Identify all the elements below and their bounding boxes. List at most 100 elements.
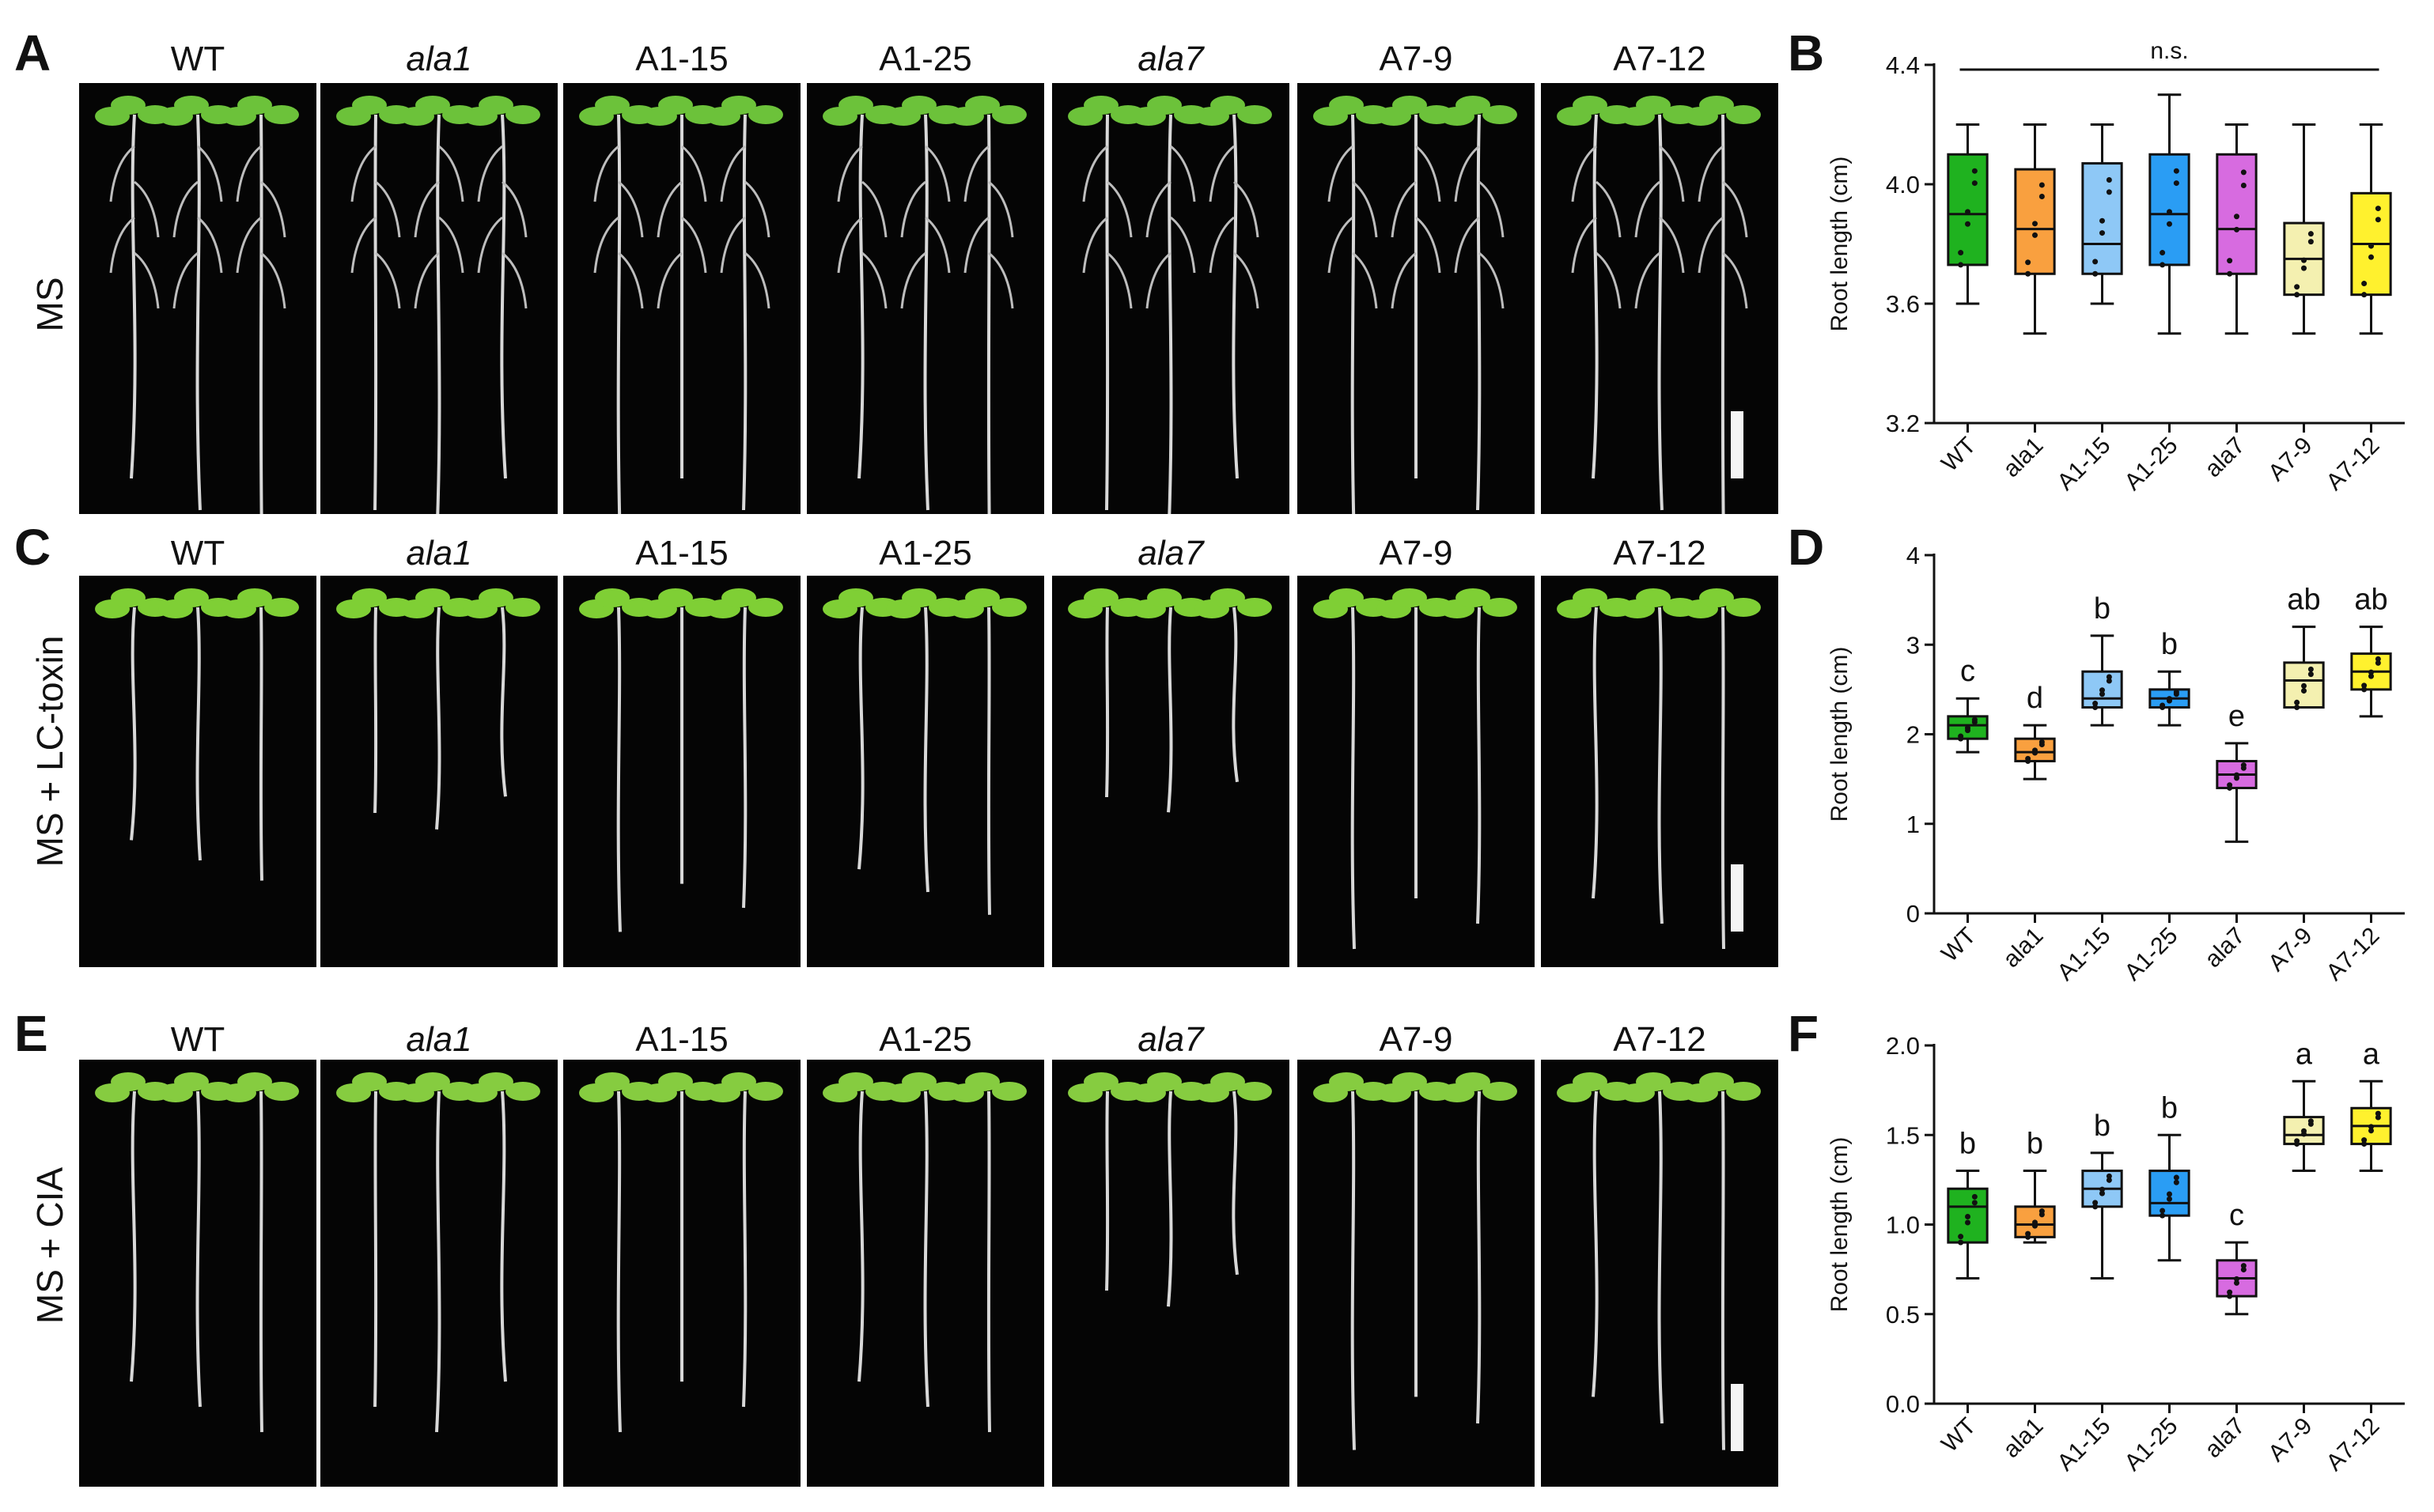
y-tick-label: 1.0	[1886, 1211, 1920, 1239]
data-point	[2173, 689, 2179, 695]
scale-bar	[1731, 864, 1743, 932]
y-tick-label: 0	[1906, 900, 1920, 928]
data-point	[2106, 1177, 2112, 1183]
data-point	[2173, 1174, 2179, 1181]
data-point	[1958, 1234, 1964, 1240]
data-point	[2294, 705, 2300, 711]
data-point	[2234, 772, 2239, 778]
data-point	[1971, 168, 1978, 174]
x-tick-label: A1-25	[2120, 923, 2183, 986]
box-ala1	[2014, 724, 2056, 781]
data-point	[1958, 1239, 1964, 1246]
data-point	[2167, 1191, 2172, 1197]
box-a1-25	[2148, 1133, 2190, 1262]
significance-letter: c	[1960, 655, 1975, 688]
seedling-photo-a7-12-row1	[1541, 83, 1778, 514]
row-label-cia: MS + CIA	[29, 1166, 70, 1325]
seedling-photo-a7-12-row3	[1541, 1060, 1778, 1487]
data-point	[2307, 239, 2314, 245]
box-a7-12	[2350, 1079, 2392, 1173]
data-point	[2368, 254, 2374, 260]
data-point	[1958, 733, 1964, 739]
data-point	[2025, 259, 2031, 266]
data-point	[2307, 671, 2314, 678]
data-point	[2301, 682, 2307, 689]
row-label-ms: MS	[29, 277, 70, 332]
data-point	[2106, 1173, 2112, 1179]
data-point	[2375, 1114, 2381, 1121]
data-point	[2240, 762, 2247, 769]
data-point	[2234, 1276, 2239, 1282]
genotype-label-wt-row2: WT	[170, 534, 225, 573]
data-point	[2307, 1118, 2314, 1125]
data-point	[2025, 270, 2031, 277]
x-tick-label: WT	[1936, 1413, 1981, 1457]
x-tick-label: A7-12	[2322, 433, 2385, 496]
data-point	[2092, 1200, 2099, 1206]
box-a1-25	[2148, 670, 2190, 727]
seedling-photo-a1-25-row3	[807, 1060, 1044, 1487]
data-point	[2294, 292, 2300, 298]
x-tick-label: WT	[1936, 923, 1981, 967]
y-tick-label: 0.0	[1886, 1390, 1920, 1418]
data-point	[2227, 270, 2233, 277]
seedling-photo-a7-9-row1	[1297, 83, 1535, 514]
data-point	[2038, 1208, 2045, 1215]
genotype-label-ala7-row2: ala7	[1138, 534, 1204, 573]
box-a7-9	[2283, 626, 2325, 711]
x-tick-label: A7-12	[2322, 1413, 2385, 1476]
data-point	[2294, 699, 2300, 705]
y-tick-label: 4.0	[1886, 171, 1920, 198]
box-wt	[1947, 697, 1989, 754]
y-tick-label: 2.0	[1886, 1032, 1920, 1060]
panel-letter-e: E	[14, 1005, 48, 1062]
data-point	[2160, 262, 2166, 268]
data-point	[2092, 259, 2099, 265]
panel-letter-a: A	[14, 25, 51, 81]
data-point	[2092, 270, 2099, 277]
seedling-photo-ala1-row3	[320, 1060, 558, 1487]
y-tick-label: 1.5	[1886, 1121, 1920, 1149]
ns-annotation: n.s.	[2150, 38, 2188, 64]
panel-letter-c: C	[14, 519, 51, 576]
data-point	[2106, 674, 2112, 680]
genotype-label-ala7-row3: ala7	[1138, 1020, 1204, 1059]
data-point	[2099, 217, 2105, 224]
seedling-photo-ala7-row3	[1052, 1060, 1289, 1487]
data-point	[2368, 1128, 2374, 1134]
panel-letter-d: D	[1788, 519, 1825, 576]
data-point	[2301, 688, 2307, 694]
significance-letter: b	[1959, 1128, 1976, 1161]
seedling-photo-a1-15-row3	[563, 1060, 801, 1487]
x-tick-label: A1-15	[2053, 433, 2116, 496]
genotype-label-a1-25-row2: A1-25	[879, 534, 972, 573]
genotype-label-a7-9-row3: A7-9	[1379, 1020, 1453, 1059]
data-point	[2099, 230, 2105, 236]
significance-letter: a	[2296, 1038, 2313, 1071]
data-point	[2368, 673, 2374, 679]
data-point	[2227, 258, 2233, 264]
data-point	[1971, 1193, 1978, 1200]
box-ala1	[2014, 1170, 2056, 1244]
data-point	[2375, 1110, 2381, 1117]
y-tick-label: 2	[1906, 721, 1920, 749]
box-wt	[1947, 1170, 1989, 1280]
box-a7-12	[2350, 626, 2392, 718]
data-point	[2106, 177, 2112, 183]
data-point	[2173, 168, 2179, 174]
genotype-label-a1-25-row1: A1-25	[879, 40, 972, 78]
box-a7-9	[2283, 123, 2325, 335]
genotype-label-a1-25-row3: A1-25	[879, 1020, 972, 1059]
x-tick-label: ala7	[2200, 433, 2250, 482]
seedling-photo-a1-25-row1	[807, 83, 1044, 514]
data-point	[2032, 747, 2038, 754]
y-tick-label: 3.6	[1886, 290, 1920, 318]
genotype-label-ala1-row2: ala1	[406, 534, 472, 573]
data-point	[2301, 1128, 2307, 1134]
data-point	[2227, 782, 2233, 788]
genotype-label-a1-15-row3: A1-15	[635, 1020, 729, 1059]
data-point	[2099, 1190, 2105, 1196]
genotype-label-wt-row1: WT	[170, 40, 225, 78]
y-axis-label: Root length (cm)	[1826, 647, 1853, 822]
y-tick-label: 1	[1906, 811, 1920, 838]
